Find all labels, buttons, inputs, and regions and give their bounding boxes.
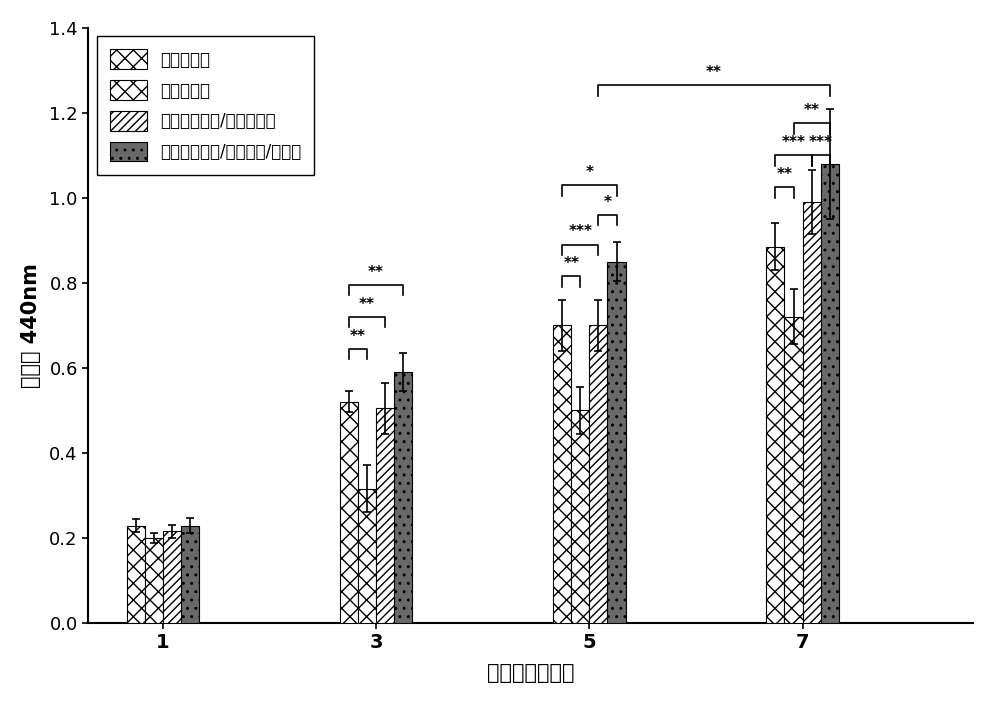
Bar xyxy=(553,325,572,622)
Text: **: ** xyxy=(350,329,366,344)
Y-axis label: 光密度 440nm: 光密度 440nm xyxy=(21,263,41,388)
Text: **: ** xyxy=(803,103,820,118)
Legend: 组织培养板, 聚己内酯膜, 柞蚕丝素蛋白/聚己内酯膜, 柞蚕丝素蛋白/聚己内酯/朗胶膜: 组织培养板, 聚己内酯膜, 柞蚕丝素蛋白/聚己内酯膜, 柞蚕丝素蛋白/聚己内酯/… xyxy=(96,36,314,175)
Bar xyxy=(340,402,358,622)
Bar xyxy=(607,261,625,622)
Bar xyxy=(163,532,181,622)
Bar xyxy=(395,372,413,622)
Text: **: ** xyxy=(564,256,580,271)
Bar xyxy=(181,526,199,622)
Text: ***: *** xyxy=(569,225,592,239)
Text: ***: *** xyxy=(781,135,805,150)
Bar xyxy=(145,538,163,622)
Bar xyxy=(802,202,821,622)
Bar xyxy=(358,489,376,622)
Text: **: ** xyxy=(776,167,792,182)
Bar xyxy=(766,246,784,622)
Bar xyxy=(784,317,802,622)
Bar xyxy=(589,325,607,622)
Bar xyxy=(376,408,395,622)
Text: **: ** xyxy=(706,65,722,80)
Bar xyxy=(821,164,839,622)
Text: ***: *** xyxy=(809,135,833,150)
Text: *: * xyxy=(603,195,611,210)
Text: *: * xyxy=(585,165,593,180)
X-axis label: 培养时间（天）: 培养时间（天） xyxy=(487,663,575,683)
Bar xyxy=(572,410,589,622)
Text: **: ** xyxy=(368,265,384,279)
Bar xyxy=(126,526,145,622)
Text: **: ** xyxy=(359,296,375,312)
